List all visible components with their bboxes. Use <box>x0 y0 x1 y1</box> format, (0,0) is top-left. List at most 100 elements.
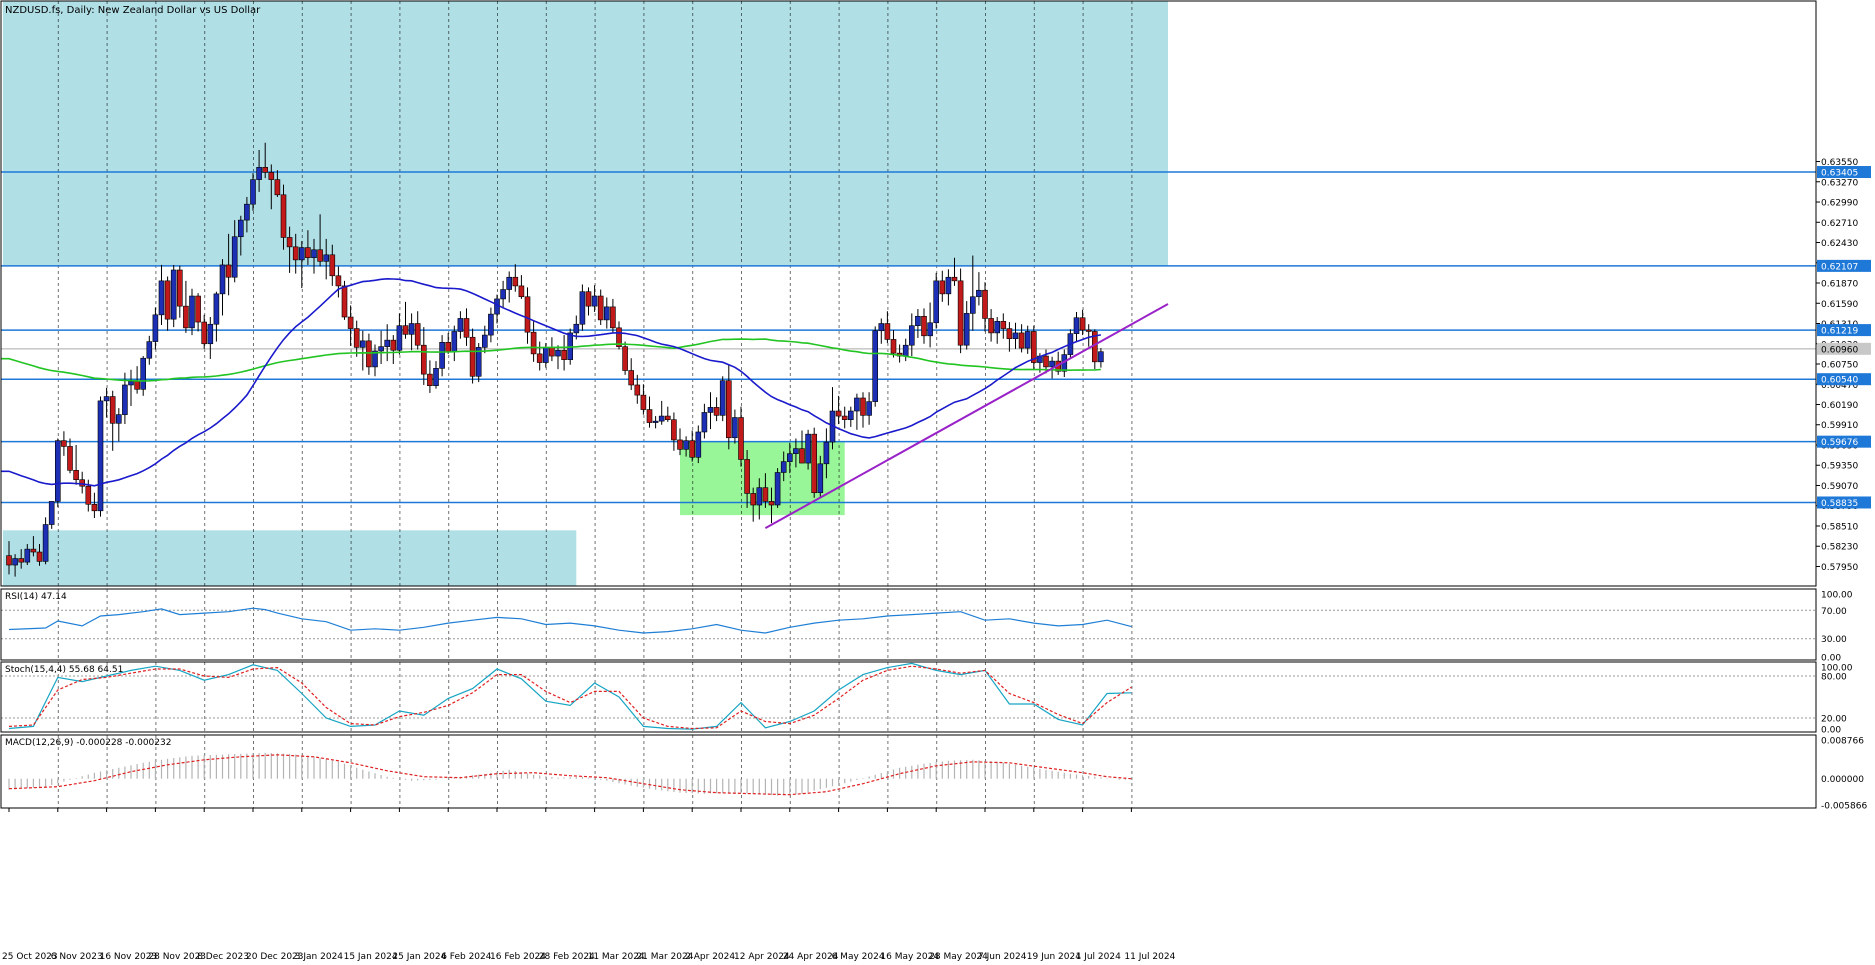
bullish-candle <box>207 323 214 345</box>
bearish-candle <box>67 446 73 471</box>
bearish-candle <box>689 440 696 458</box>
ma-slow-line <box>1 338 1101 382</box>
bearish-candle <box>469 336 476 377</box>
bearish-candle <box>317 249 323 262</box>
bearish-candle <box>622 346 628 371</box>
indicator-tick-label: 20.00 <box>1821 715 1847 725</box>
bearish-candle <box>835 410 842 417</box>
bullish-candle <box>872 330 879 402</box>
bearish-candle <box>305 247 311 259</box>
bearish-candle <box>1079 317 1086 331</box>
bearish-candle <box>353 328 360 348</box>
bearish-candle <box>988 318 994 334</box>
price-tick-label: 0.60470 <box>1821 381 1858 391</box>
bearish-candle <box>280 194 287 238</box>
bearish-candle <box>18 558 25 563</box>
bearish-candle <box>79 479 85 487</box>
bearish-candle <box>725 380 732 439</box>
bearish-candle <box>30 548 37 553</box>
bullish-candle <box>500 289 506 300</box>
price-tick-label: 0.60750 <box>1821 361 1858 371</box>
bullish-candle <box>866 401 872 416</box>
bearish-candle <box>445 342 452 353</box>
date-label: 11 Mar 2024 <box>588 952 645 962</box>
moving-averages <box>1 277 1102 487</box>
bearish-candle <box>1043 355 1049 368</box>
bearish-candle <box>549 347 555 357</box>
date-label: 15 Jan 2024 <box>344 952 398 962</box>
date-label: 8 Dec 2023 <box>197 952 249 962</box>
date-gridlines <box>57 1 1133 808</box>
bearish-candle <box>597 295 604 321</box>
date-label: 25 Jan 2024 <box>392 952 446 962</box>
bullish-candle <box>298 247 305 261</box>
bullish-candle <box>152 314 159 342</box>
bearish-candle <box>177 269 183 307</box>
date-label: 28 May 2024 <box>929 952 988 962</box>
bearish-candle <box>640 394 647 410</box>
bullish-candle <box>378 346 384 352</box>
bearish-candle <box>664 415 671 420</box>
indicator-tick-label: 0.00 <box>1821 726 1841 736</box>
bullish-candle <box>384 339 391 347</box>
bearish-candle <box>61 440 67 447</box>
bullish-candle <box>945 276 952 295</box>
bullish-candle <box>756 487 763 506</box>
bullish-candle <box>189 295 195 329</box>
price-tick-label: 0.59910 <box>1821 421 1858 431</box>
bearish-candle <box>390 339 397 351</box>
zone-blue-1 <box>2 530 577 586</box>
bearish-candle <box>530 331 537 355</box>
bearish-candle <box>811 433 818 494</box>
bullish-candle <box>359 340 366 348</box>
macd-panel: 0.008766 0.000000 -0.005866 MACD(12,26,9) -… <box>5 737 1867 812</box>
price-tick-label: 0.62430 <box>1821 239 1858 249</box>
level-tag-box <box>1817 166 1871 179</box>
bearish-candle <box>982 289 988 319</box>
bullish-candle <box>915 315 921 326</box>
bullish-candle <box>219 264 226 295</box>
level-tag-label: 0.62107 <box>1821 262 1858 272</box>
bearish-candle <box>939 280 946 295</box>
bullish-candle <box>488 313 494 336</box>
level-tag-box <box>1817 496 1871 509</box>
bearish-candle <box>6 555 12 566</box>
bullish-candle <box>1098 351 1104 363</box>
bullish-candle <box>256 167 262 180</box>
bullish-candle <box>707 407 714 413</box>
bullish-candle <box>311 249 317 259</box>
bearish-candle <box>1018 332 1025 349</box>
date-label: 3 Jan 2024 <box>295 952 343 962</box>
panel-border <box>0 661 1817 733</box>
bearish-candle <box>616 327 622 347</box>
bullish-candle <box>542 347 549 363</box>
bullish-candle <box>1073 317 1080 334</box>
bullish-candle <box>719 380 726 416</box>
bullish-candle <box>140 357 146 390</box>
bullish-candle <box>506 276 513 290</box>
macd-label: MACD(12,26,9) -0.000228 -0.000232 <box>5 738 171 748</box>
bearish-candle <box>610 306 616 329</box>
price-tick-label: 0.59070 <box>1821 482 1858 492</box>
bullish-candle <box>1024 331 1031 349</box>
bullish-candle <box>451 331 458 353</box>
macd-signal-line <box>8 754 1132 796</box>
bullish-candle <box>128 381 134 386</box>
bearish-candle <box>750 493 757 506</box>
bearish-candle <box>134 381 140 390</box>
level-tag-label: 0.63405 <box>1821 169 1858 179</box>
price-tick-label: 0.61870 <box>1821 280 1858 290</box>
bearish-candle <box>195 295 201 323</box>
date-label: 6 May 2024 <box>832 952 885 962</box>
bearish-candle <box>292 246 299 261</box>
bearish-candle <box>262 167 269 173</box>
date-label: 1 Jul 2024 <box>1076 952 1121 962</box>
bullish-candle <box>481 334 488 348</box>
date-label: 28 Nov 2023 <box>148 952 206 962</box>
bullish-candle <box>103 396 110 402</box>
indicator-tick-label: 0.008766 <box>1821 737 1864 747</box>
bearish-candle <box>768 501 775 506</box>
level-tag-box <box>1817 373 1871 386</box>
bullish-candle <box>927 322 933 337</box>
